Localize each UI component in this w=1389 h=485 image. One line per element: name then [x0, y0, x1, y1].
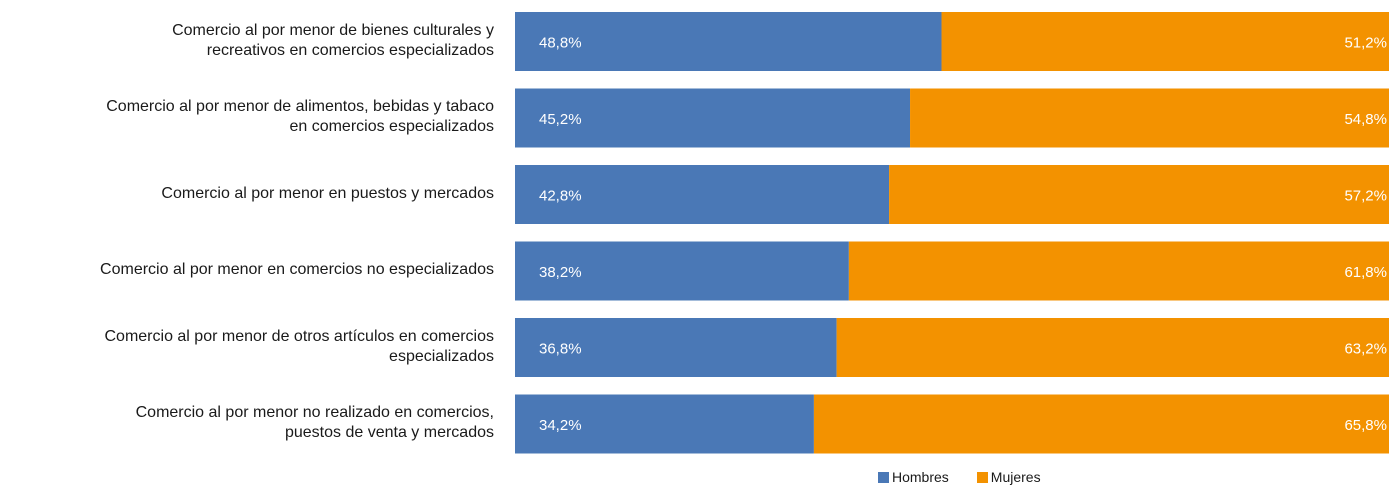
bar-hombres — [515, 241, 849, 301]
legend-item: Mujeres — [976, 469, 1041, 485]
data-label-mujeres: 57,2% — [1344, 188, 1387, 205]
bar-mujeres — [848, 241, 1389, 301]
bar-mujeres — [836, 318, 1389, 377]
category-label: Comercio al por menor en comercios no es… — [4, 260, 494, 280]
data-label-hombres: 42,8% — [539, 188, 582, 205]
category-label-line: Comercio al por menor en puestos y merca… — [161, 184, 494, 202]
legend-item: Hombres — [878, 469, 949, 485]
legend-swatch — [878, 471, 889, 483]
bar-hombres — [515, 318, 837, 377]
bar-hombres — [515, 12, 942, 71]
category-label: Comercio al por menor de bienes cultural… — [4, 21, 494, 61]
data-label-mujeres: 61,8% — [1344, 264, 1387, 281]
category-label-line: Comercio al por menor de bienes cultural… — [172, 21, 494, 39]
bar-mujeres — [910, 88, 1389, 148]
category-label-line: Comercio al por menor en comercios no es… — [100, 261, 494, 278]
category-label: Comercio al por menor en puestos y merca… — [4, 184, 494, 204]
bar-mujeres — [813, 394, 1389, 454]
data-label-mujeres: 51,2% — [1344, 35, 1387, 52]
data-label-hombres: 34,2% — [539, 417, 582, 434]
category-label: Comercio al por menor no realizado en co… — [4, 403, 494, 443]
category-label: Comercio al por menor de otros artículos… — [4, 327, 495, 367]
data-label-hombres: 45,2% — [539, 111, 582, 128]
data-label-mujeres: 65,8% — [1344, 417, 1387, 434]
category-label-line: en comercios especializados — [289, 118, 494, 135]
category-label-line: Comercio al por menor de otros artículos… — [104, 327, 495, 345]
bar-hombres — [515, 394, 814, 454]
data-label-mujeres: 63,2% — [1344, 341, 1387, 358]
legend: Hombres Mujeres — [878, 469, 1069, 485]
data-label-hombres: 48,8% — [539, 35, 582, 52]
bar-hombres — [515, 165, 890, 224]
category-label-line: Comercio al por menor de alimentos, bebi… — [106, 98, 494, 115]
legend-label: Hombres — [892, 469, 949, 485]
legend-label: Mujeres — [990, 469, 1041, 485]
data-label-mujeres: 54,8% — [1344, 111, 1387, 128]
category-label-line: puestos de venta y mercados — [284, 424, 494, 441]
data-label-hombres: 36,8% — [539, 341, 582, 358]
category-label-line: Comercio al por menor no realizado en co… — [135, 404, 494, 421]
bar-mujeres — [889, 165, 1389, 224]
category-label: Comercio al por menor de alimentos, bebi… — [4, 97, 494, 137]
bar-hombres — [515, 88, 911, 148]
legend-swatch — [976, 471, 988, 483]
category-label-line: recreativos en comercios especializados — [206, 41, 494, 59]
category-label-line: especializados — [389, 347, 494, 365]
bar-mujeres — [941, 12, 1389, 71]
data-label-hombres: 38,2% — [539, 264, 582, 281]
